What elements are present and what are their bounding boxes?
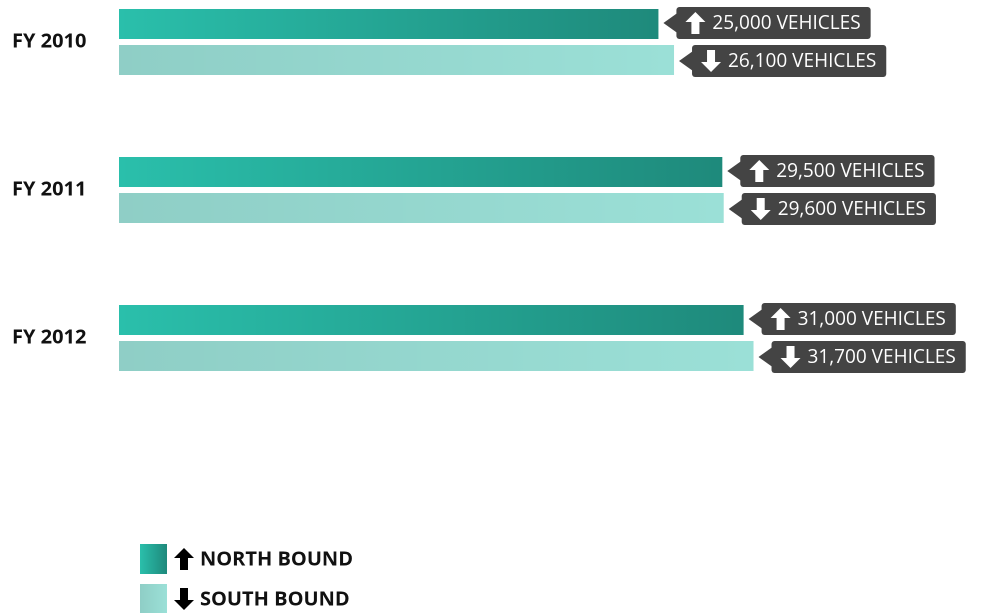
value-label-arrow [701, 50, 722, 72]
bar-shade [119, 341, 754, 371]
value-label-box [761, 303, 956, 335]
value-label-pointer [748, 309, 763, 329]
value-label-box [692, 45, 887, 77]
legend-swatch-shade [140, 544, 167, 574]
legend-label: SOUTH BOUND [200, 584, 350, 611]
category-label: FY 2012 [12, 322, 86, 349]
value-label: 31,000 VEHICLES [798, 305, 946, 331]
value-label-box [741, 193, 936, 225]
value-label-arrow [749, 160, 770, 182]
bar-shade [119, 9, 659, 39]
bar-shade [119, 193, 724, 223]
value-label-box [740, 155, 935, 187]
value-label: 26,100 VEHICLES [728, 47, 876, 73]
value-label-pointer [758, 347, 773, 367]
bar-shade [119, 305, 744, 335]
legend-swatch-shade [140, 584, 167, 613]
value-label-arrow [780, 346, 801, 368]
legend-arrow [174, 588, 194, 610]
value-label-arrow [685, 12, 706, 34]
category-label: FY 2010 [12, 26, 86, 53]
value-label: 29,600 VEHICLES [778, 195, 926, 221]
legend-label: NORTH BOUND [200, 544, 353, 571]
bar-shade [119, 45, 675, 75]
value-label-pointer [727, 161, 742, 181]
category-label: FY 2011 [12, 174, 86, 201]
value-label: 25,000 VEHICLES [712, 9, 860, 35]
value-label-pointer [728, 199, 743, 219]
value-label-box [771, 341, 966, 373]
value-label-box [676, 7, 871, 39]
value-label: 29,500 VEHICLES [776, 157, 924, 183]
value-label-pointer [663, 13, 678, 33]
value-label-arrow [770, 308, 791, 330]
value-label-pointer [679, 51, 694, 71]
bar-shade [119, 157, 723, 187]
value-label: 31,700 VEHICLES [808, 343, 956, 369]
value-label-arrow [750, 198, 771, 220]
legend-arrow [174, 548, 194, 570]
